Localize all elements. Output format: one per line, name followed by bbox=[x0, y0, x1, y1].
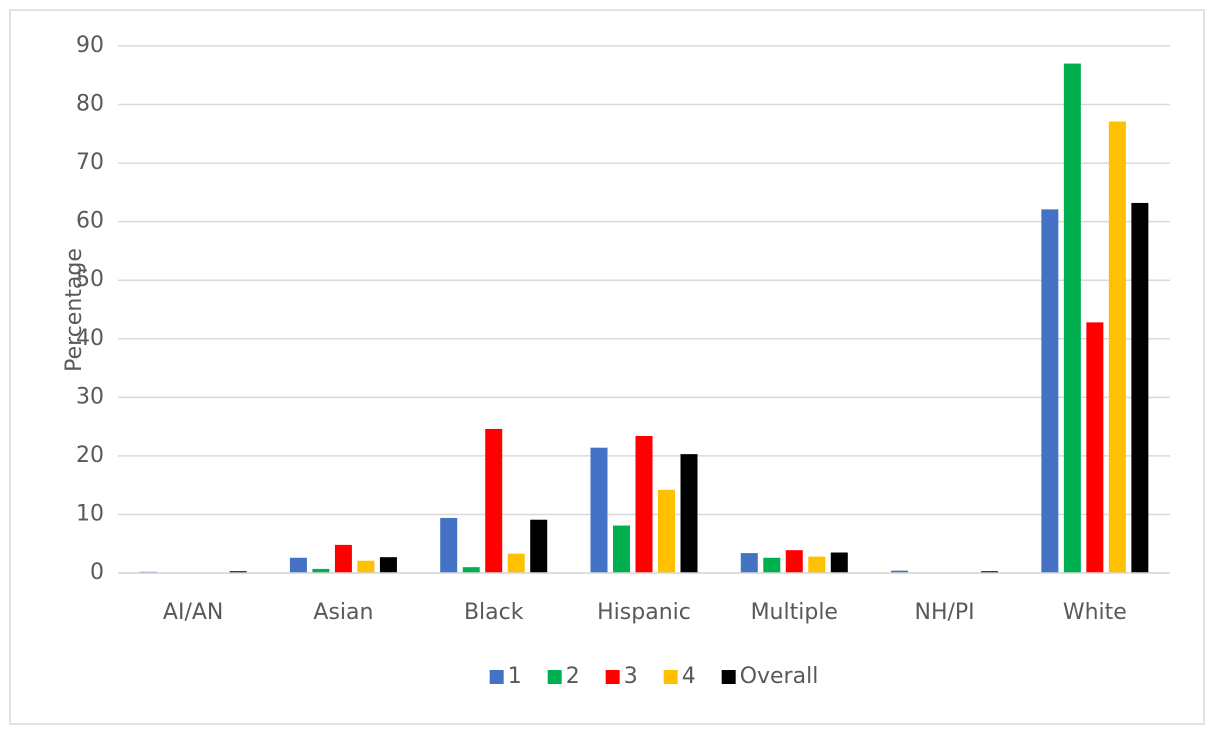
chart-frame bbox=[9, 9, 1205, 725]
bar bbox=[680, 454, 698, 573]
x-tick-label: White bbox=[1063, 600, 1127, 625]
bar bbox=[981, 571, 999, 573]
legend-swatch bbox=[605, 670, 620, 684]
bar bbox=[1086, 322, 1104, 573]
bar bbox=[763, 557, 781, 573]
y-tick-label: 10 bbox=[76, 501, 104, 526]
bar bbox=[507, 553, 525, 573]
legend-label: Overall bbox=[740, 664, 819, 689]
x-tick-label: AI/AN bbox=[163, 600, 223, 625]
x-tick-label: Hispanic bbox=[597, 600, 691, 625]
bar bbox=[485, 428, 503, 573]
legend-label: 4 bbox=[682, 664, 696, 689]
y-tick-label: 20 bbox=[76, 443, 104, 468]
bar bbox=[635, 435, 653, 573]
y-tick-label: 0 bbox=[90, 560, 104, 585]
bar bbox=[312, 568, 330, 573]
legend-swatch bbox=[721, 670, 736, 684]
x-tick-label: Asian bbox=[313, 600, 373, 625]
x-tick-label: NH/PI bbox=[914, 600, 974, 625]
legend-label: 3 bbox=[624, 664, 638, 689]
bar bbox=[357, 560, 375, 573]
bar bbox=[590, 447, 608, 573]
y-tick-label: 80 bbox=[76, 92, 104, 117]
bar bbox=[808, 556, 826, 573]
bar bbox=[1131, 202, 1149, 573]
x-tick-label: Black bbox=[464, 600, 524, 625]
bar bbox=[740, 553, 758, 573]
bar bbox=[229, 571, 247, 573]
bar bbox=[462, 567, 480, 573]
bar bbox=[530, 519, 548, 573]
bar bbox=[440, 517, 458, 573]
y-tick-label: 60 bbox=[76, 209, 104, 234]
y-axis-label: Percentage bbox=[62, 248, 87, 372]
bar bbox=[891, 570, 909, 573]
legend-swatch bbox=[489, 670, 504, 684]
y-tick-label: 40 bbox=[76, 326, 104, 351]
y-tick-label: 50 bbox=[76, 267, 104, 292]
legend-label: 1 bbox=[508, 664, 522, 689]
bar bbox=[1063, 63, 1081, 574]
legend-swatch bbox=[663, 670, 678, 684]
y-tick-label: 30 bbox=[76, 384, 104, 409]
y-tick-label: 70 bbox=[76, 150, 104, 175]
bar bbox=[785, 550, 803, 573]
bar bbox=[1108, 121, 1126, 573]
bar bbox=[334, 544, 352, 573]
x-tick-label: Multiple bbox=[751, 600, 838, 625]
bar bbox=[1041, 209, 1059, 573]
legend-label: 2 bbox=[566, 664, 580, 689]
bar bbox=[289, 557, 307, 573]
bar bbox=[379, 557, 397, 573]
bar bbox=[613, 525, 630, 573]
legend-swatch bbox=[547, 670, 562, 684]
bar bbox=[830, 552, 848, 573]
y-tick-label: 90 bbox=[76, 33, 104, 58]
bar bbox=[658, 489, 675, 573]
